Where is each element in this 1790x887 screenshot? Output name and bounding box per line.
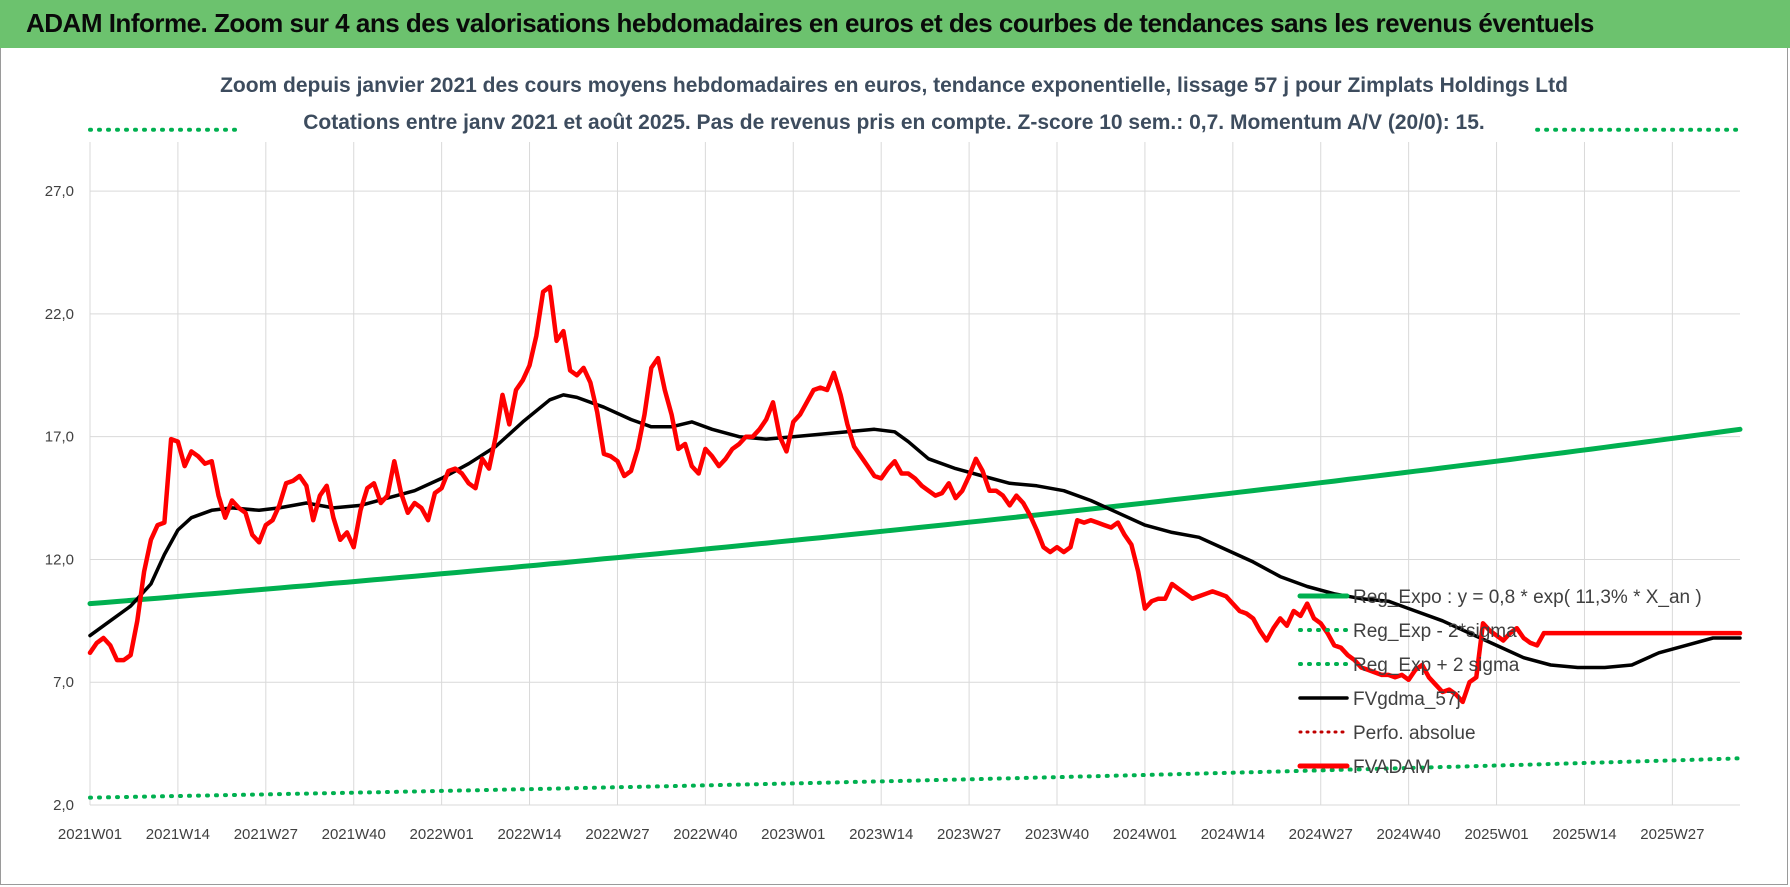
x-tick-label: 2024W01 xyxy=(1113,826,1177,843)
x-tick-label: 2021W01 xyxy=(58,826,122,843)
x-tick-label: 2023W01 xyxy=(761,826,825,843)
legend-label: FVADAM xyxy=(1353,757,1431,778)
legend-label: Reg_Expo : y = 0,8 * exp( 11,3% * X_an ) xyxy=(1353,587,1702,608)
legend-label: FVgdma_57j xyxy=(1353,689,1461,710)
series-line xyxy=(87,426,1743,607)
y-tick-label: 7,0 xyxy=(53,674,74,691)
chart-series xyxy=(87,127,1743,800)
x-tick-label: 2025W01 xyxy=(1464,826,1528,843)
legend-label: Reg_Exp - 2*sigma xyxy=(1353,621,1517,642)
report-banner: ADAM Informe. Zoom sur 4 ans des valoris… xyxy=(0,0,1790,48)
x-tick-label: 2025W14 xyxy=(1552,826,1616,843)
x-tick-label: 2021W27 xyxy=(234,826,298,843)
x-tick-label: 2023W27 xyxy=(937,826,1001,843)
y-tick-label: 17,0 xyxy=(45,429,74,446)
y-tick-label: 2,0 xyxy=(53,797,74,814)
x-tick-label: 2022W01 xyxy=(410,826,474,843)
y-tick-label: 22,0 xyxy=(45,306,74,323)
chart-title-line1: Zoom depuis janvier 2021 des cours moyen… xyxy=(220,74,1568,97)
report-title: ADAM Informe. Zoom sur 4 ans des valoris… xyxy=(26,8,1594,38)
x-tick-label: 2024W40 xyxy=(1377,826,1441,843)
series-line xyxy=(88,756,1742,800)
chart-grid xyxy=(89,142,1740,806)
series-line xyxy=(87,284,1547,705)
y-tick-label: 12,0 xyxy=(45,551,74,568)
x-tick-label: 2025W27 xyxy=(1640,826,1704,843)
legend-label: Perfo. absolue xyxy=(1353,723,1476,744)
y-axis-ticks: 2,0 7,0 12,0 17,0 22,0 27,0 xyxy=(45,183,74,814)
chart-frame xyxy=(0,48,1788,885)
x-tick-label: 2023W40 xyxy=(1025,826,1089,843)
x-tick-label: 2022W27 xyxy=(585,826,649,843)
x-tick-label: 2021W14 xyxy=(146,826,210,843)
x-tick-label: 2024W14 xyxy=(1201,826,1265,843)
chart-title-line2: Cotations entre janv 2021 et août 2025. … xyxy=(303,111,1484,134)
legend-label: Reg_Exp + 2 sigma xyxy=(1353,655,1520,676)
x-tick-label: 2022W14 xyxy=(497,826,561,843)
x-axis-ticks: 2021W01 2021W14 2021W27 2021W40 2022W01 2022W… xyxy=(58,826,1705,843)
x-tick-label: 2023W14 xyxy=(849,826,913,843)
x-tick-label: 2022W40 xyxy=(673,826,737,843)
x-tick-label: 2021W40 xyxy=(322,826,386,843)
y-tick-label: 27,0 xyxy=(45,183,74,200)
chart-legend: Reg_Expo : y = 0,8 * exp( 11,3% * X_an )… xyxy=(1297,587,1702,778)
x-tick-label: 2024W27 xyxy=(1289,826,1353,843)
